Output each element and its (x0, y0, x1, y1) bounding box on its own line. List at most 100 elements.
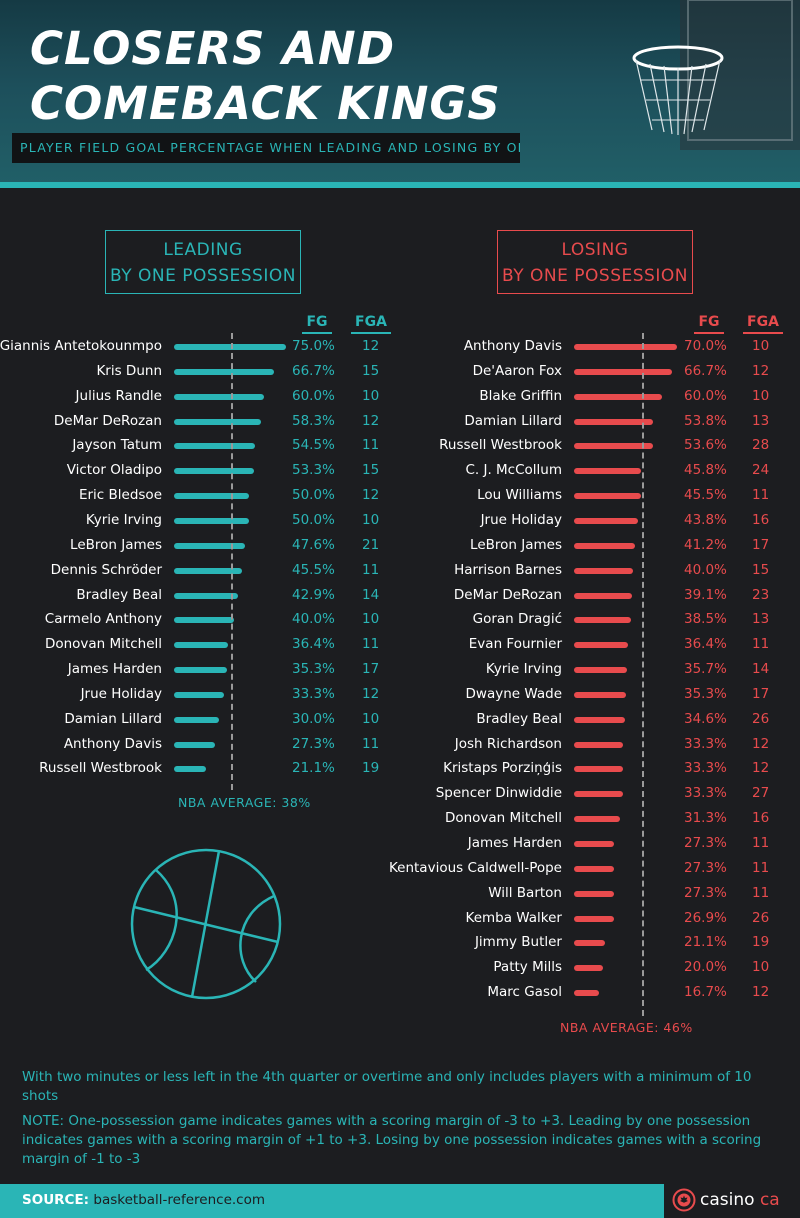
fga-value: 10 (362, 387, 380, 404)
fga-value: 12 (362, 338, 380, 354)
table-row: De'Aaron Fox 66.7% 12 (0, 361, 800, 385)
player-name: Dwayne Wade (465, 685, 562, 702)
leading-average-label: NBA AVERAGE: 38% (178, 795, 311, 810)
table-row: Lou Williams 45.5% 11 (0, 485, 800, 509)
table-row: Harrison Barnes 40.0% 15 (0, 560, 800, 584)
title-line-1: CLOSERS AND (30, 22, 396, 75)
losing-average-label: NBA AVERAGE: 46% (560, 1020, 693, 1035)
leading-fga-header: FGA (346, 314, 396, 334)
fg-value: 66.7% (292, 362, 335, 379)
fg-bar (174, 766, 206, 773)
player-name: Jrue Holiday (80, 685, 162, 702)
player-name: Donovan Mitchell (444, 810, 562, 827)
leading-fg-header: FG (292, 314, 342, 334)
fga-value: 11 (362, 437, 380, 454)
fg-bar (574, 393, 663, 400)
fg-bar (174, 418, 262, 425)
fg-value: 53.6% (684, 437, 727, 454)
title-line-2: COMEBACK KINGS (30, 77, 501, 130)
fg-value: 27.3% (292, 735, 335, 752)
fga-value: 10 (752, 959, 770, 976)
fg-value: 50.0% (292, 487, 335, 504)
player-name: Jrue Holiday (480, 511, 562, 528)
fg-value: 58.3% (292, 412, 335, 429)
player-name: DeMar DeRozan (53, 412, 162, 429)
player-name: Goran Dragić (472, 611, 562, 628)
fg-value: 42.9% (292, 586, 335, 603)
fg-value: 75.0% (292, 338, 335, 354)
table-row: LeBron James 47.6% 21 (0, 535, 800, 559)
fg-bar (574, 890, 615, 897)
table-row: Russell Westbrook 53.6% 28 (0, 435, 800, 459)
fg-bar (574, 493, 641, 500)
fg-bar (174, 667, 227, 674)
fga-value: 14 (362, 586, 380, 603)
fg-bar (574, 691, 626, 698)
table-row: Bradley Beal 34.6% 26 (0, 709, 800, 733)
fga-value: 28 (752, 437, 770, 454)
fga-value: 26 (752, 710, 770, 727)
player-name: C. J. McCollum (465, 462, 562, 479)
table-row: Kemba Walker 26.9% 26 (0, 908, 800, 932)
fg-bar (574, 517, 639, 524)
fga-value: 10 (752, 387, 770, 404)
source-link[interactable]: basketball-reference.com (93, 1192, 266, 1208)
player-name: James Harden (467, 835, 562, 851)
leading-title-line-1: LEADING (163, 240, 243, 260)
fga-value: 23 (752, 586, 770, 603)
losing-title-line-1: LOSING (561, 240, 629, 260)
player-name: Dennis Schröder (50, 561, 162, 578)
fg-bar (574, 965, 604, 972)
fg-bar (574, 915, 614, 922)
table-row: Victor Oladipo 53.3% 15 (0, 460, 800, 484)
fga-value: 14 (752, 661, 770, 678)
fg-value: 27.3% (684, 835, 727, 851)
fga-value: 16 (752, 810, 770, 827)
table-row: Kristaps Porziņģis 33.3% 12 (0, 758, 800, 782)
player-name: Damian Lillard (464, 412, 562, 429)
fga-value: 15 (362, 462, 380, 479)
player-name: Spencer Dinwiddie (435, 785, 562, 802)
fg-value: 50.0% (292, 511, 335, 528)
fga-value: 12 (752, 362, 770, 379)
player-name: De'Aaron Fox (472, 362, 562, 379)
fg-value: 70.0% (684, 338, 727, 354)
fga-value: 11 (752, 859, 770, 876)
player-name: Jimmy Butler (474, 934, 562, 951)
fg-bar (174, 393, 264, 400)
basketball-outline-icon (130, 848, 282, 1000)
player-name: Harrison Barnes (454, 561, 562, 578)
fg-value: 26.9% (684, 909, 727, 926)
table-row: James Harden 35.3% 17 (0, 659, 800, 683)
fg-bar (574, 841, 615, 847)
table-row: Spencer Dinwiddie 33.3% 27 (0, 783, 800, 807)
fga-value: 17 (362, 661, 380, 678)
player-name: Anthony Davis (463, 338, 562, 354)
fg-value: 45.5% (684, 487, 727, 504)
leading-title-box: LEADING BY ONE POSSESSION (105, 230, 301, 294)
fg-bar (174, 691, 224, 698)
player-name: Patty Mills (493, 959, 562, 976)
basketball-hoop-icon (632, 0, 800, 150)
fg-bar (574, 567, 633, 574)
player-name: Kyrie Irving (485, 661, 562, 678)
fg-bar (174, 542, 246, 549)
fg-value: 33.3% (684, 785, 727, 802)
fg-bar (574, 344, 677, 350)
table-row: DeMar DeRozan 58.3% 12 (0, 411, 800, 435)
fga-value: 27 (752, 785, 770, 802)
fg-bar (174, 642, 229, 649)
fga-value: 24 (752, 462, 770, 479)
fg-value: 45.5% (292, 561, 335, 578)
fg-bar (574, 766, 623, 773)
fga-value: 17 (752, 536, 770, 553)
table-row: Donovan Mitchell 36.4% 11 (0, 634, 800, 658)
table-row: Dwayne Wade 35.3% 17 (0, 684, 800, 708)
fg-value: 53.3% (292, 462, 335, 479)
fg-bar (174, 493, 249, 500)
fg-bar (174, 592, 239, 599)
fg-bar (574, 791, 623, 798)
fg-value: 21.1% (684, 934, 727, 951)
fga-value: 11 (362, 636, 380, 653)
table-row: LeBron James 41.2% 17 (0, 535, 800, 559)
